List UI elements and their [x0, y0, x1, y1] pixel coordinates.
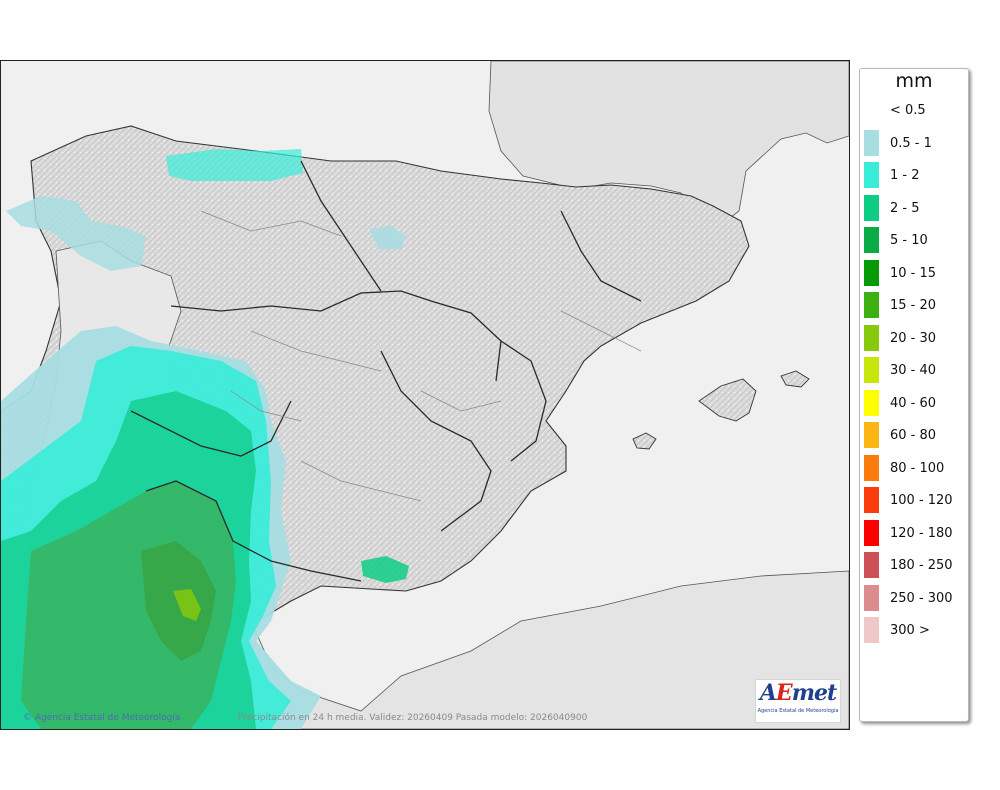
legend-swatch	[864, 292, 879, 318]
aemet-logo-subtitle: Agencia Estatal de Meteorología	[757, 708, 839, 714]
legend-swatch	[864, 129, 879, 156]
legend-swatch	[864, 97, 879, 123]
legend-unit: mm	[895, 70, 933, 92]
legend-label: 250 - 300	[890, 590, 953, 606]
legend-label: 0.5 - 1	[890, 135, 932, 151]
aemet-logo-word: AEmet	[759, 680, 837, 706]
legend-swatch	[864, 454, 879, 481]
region-borders	[130, 160, 642, 582]
legend-swatch	[864, 552, 879, 578]
legend-label: 30 - 40	[890, 363, 937, 378]
ibiza-island	[632, 432, 657, 450]
legend-swatch	[864, 324, 879, 351]
menorca-island	[780, 370, 810, 388]
precipitation-map[interactable]: © Agencia Estatal de Meteorología Precip…	[0, 60, 850, 730]
precipitation-legend: mm < 0.5 0.5 - 1 1 - 2 2 - 5 5 - 10 10 - 15 15…	[859, 68, 969, 722]
province-borders	[200, 210, 642, 502]
legend-label: < 0.5	[890, 103, 926, 118]
legend-swatch	[864, 259, 879, 286]
precip-granada	[361, 556, 409, 583]
map-canvas	[1, 61, 849, 729]
legend-label: 1 - 2	[890, 168, 920, 183]
precip-20-30	[173, 589, 201, 621]
legend-swatch	[864, 162, 879, 188]
legend-label: 10 - 15	[890, 265, 937, 281]
legend-swatch	[864, 617, 879, 643]
aemet-logo: AEmet Agencia Estatal de Meteorología	[755, 679, 841, 723]
legend-swatch	[864, 487, 879, 513]
legend-label: 5 - 10	[890, 233, 928, 248]
precip-5-10	[21, 481, 236, 729]
precip-north	[166, 149, 303, 181]
copyright-credit: © Agencia Estatal de Meteorología	[23, 713, 181, 723]
legend-label: 300 >	[890, 623, 930, 638]
map-caption: Precipitación en 24 h media. Validez: 20…	[238, 713, 588, 723]
legend-label: 80 - 100	[890, 460, 945, 476]
legend-label: 100 - 120	[890, 493, 953, 508]
legend-label: 2 - 5	[890, 200, 920, 216]
legend-label: 120 - 180	[890, 525, 953, 541]
legend-label: 20 - 30	[890, 330, 937, 346]
legend-swatch	[864, 194, 879, 221]
legend-swatch	[864, 422, 879, 448]
legend-swatch	[864, 584, 879, 611]
legend-label: 180 - 250	[890, 558, 953, 573]
africa-landmass	[200, 570, 849, 729]
legend-label: 15 - 20	[890, 298, 937, 313]
legend-swatch	[864, 227, 879, 253]
legend-label: 60 - 80	[890, 428, 937, 443]
legend-swatch	[864, 519, 879, 546]
legend-swatch	[864, 357, 879, 383]
precip-basque	[369, 226, 406, 249]
legend-label: 40 - 60	[890, 395, 937, 411]
precip-galicia	[6, 196, 146, 271]
mallorca-island	[698, 378, 757, 422]
legend-swatch	[864, 389, 879, 416]
